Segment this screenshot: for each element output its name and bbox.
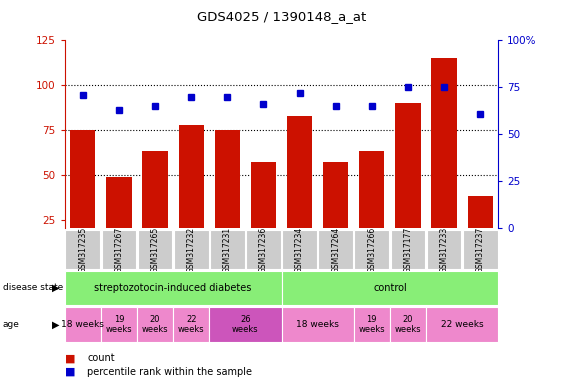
Text: 20
weeks: 20 weeks <box>142 315 168 334</box>
Bar <box>354 307 390 342</box>
Text: GSM317234: GSM317234 <box>295 227 304 273</box>
Bar <box>426 307 498 342</box>
Bar <box>355 230 389 269</box>
Text: 26
weeks: 26 weeks <box>232 315 258 334</box>
Bar <box>65 307 101 342</box>
Text: GSM317177: GSM317177 <box>404 227 413 273</box>
Text: 20
weeks: 20 weeks <box>395 315 421 334</box>
Text: ■: ■ <box>65 353 75 363</box>
Text: percentile rank within the sample: percentile rank within the sample <box>87 367 252 377</box>
Bar <box>282 271 498 305</box>
Bar <box>210 230 245 269</box>
Text: 19
weeks: 19 weeks <box>359 315 385 334</box>
Text: 18 weeks: 18 weeks <box>61 320 104 329</box>
Text: GDS4025 / 1390148_a_at: GDS4025 / 1390148_a_at <box>197 10 366 23</box>
Bar <box>431 58 457 264</box>
Bar <box>209 307 282 342</box>
Text: ▶: ▶ <box>52 283 59 293</box>
Text: GSM317264: GSM317264 <box>331 227 340 273</box>
Bar <box>282 230 317 269</box>
Text: 22 weeks: 22 weeks <box>441 320 484 329</box>
Bar <box>101 230 136 269</box>
Text: GSM317266: GSM317266 <box>367 227 376 273</box>
Bar <box>251 162 276 264</box>
Text: GSM317236: GSM317236 <box>259 227 268 273</box>
Text: control: control <box>373 283 406 293</box>
Bar <box>359 151 385 264</box>
Bar <box>178 124 204 264</box>
Bar <box>138 230 172 269</box>
Bar <box>463 230 498 269</box>
Text: GSM317267: GSM317267 <box>114 227 123 273</box>
Bar <box>287 116 312 264</box>
Text: count: count <box>87 353 115 363</box>
Text: GSM317231: GSM317231 <box>223 227 232 273</box>
Bar <box>390 307 426 342</box>
Text: streptozotocin-induced diabetes: streptozotocin-induced diabetes <box>95 283 252 293</box>
Bar <box>106 177 132 264</box>
Text: age: age <box>3 320 20 329</box>
Text: ▶: ▶ <box>52 319 59 329</box>
Text: GSM317232: GSM317232 <box>187 227 196 273</box>
Text: GSM317235: GSM317235 <box>78 227 87 273</box>
Bar <box>318 230 353 269</box>
Text: 22
weeks: 22 weeks <box>178 315 204 334</box>
Text: GSM317237: GSM317237 <box>476 227 485 273</box>
Bar <box>391 230 425 269</box>
Bar <box>65 271 282 305</box>
Text: GSM317265: GSM317265 <box>150 227 159 273</box>
Bar <box>246 230 281 269</box>
Bar <box>467 196 493 264</box>
Text: 19
weeks: 19 weeks <box>106 315 132 334</box>
Bar <box>173 307 209 342</box>
Text: GSM317233: GSM317233 <box>440 227 449 273</box>
Bar <box>215 130 240 264</box>
Bar <box>65 230 100 269</box>
Bar <box>70 130 96 264</box>
Bar <box>142 151 168 264</box>
Bar <box>395 103 421 264</box>
Bar <box>101 307 137 342</box>
Text: ■: ■ <box>65 367 75 377</box>
Bar <box>323 162 348 264</box>
Bar <box>427 230 462 269</box>
Bar <box>174 230 208 269</box>
Text: 18 weeks: 18 weeks <box>296 320 339 329</box>
Bar <box>282 307 354 342</box>
Bar <box>137 307 173 342</box>
Text: disease state: disease state <box>3 283 63 293</box>
